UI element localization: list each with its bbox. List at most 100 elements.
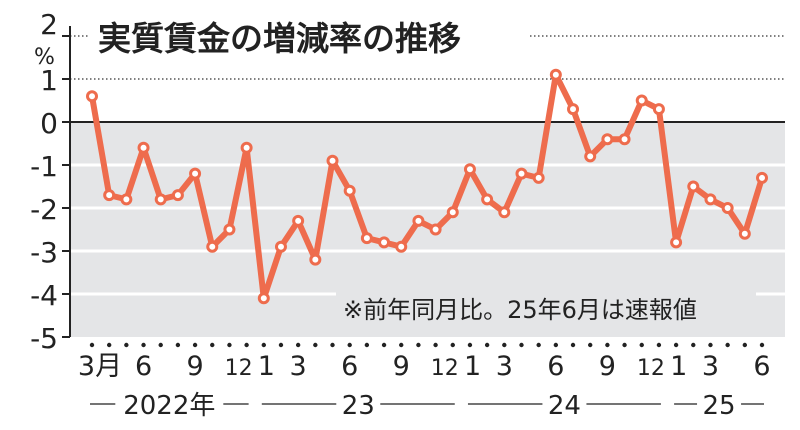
- data-point: [343, 184, 356, 197]
- x-tick-dot: [192, 342, 198, 348]
- y-tick-label: -5: [30, 322, 58, 355]
- x-month-label: 6: [341, 351, 358, 382]
- x-month-label: 9: [599, 351, 616, 382]
- x-tick-dot: [742, 342, 748, 348]
- y-tick-label: 2: [40, 8, 58, 41]
- data-point: [395, 240, 408, 253]
- x-tick-dot: [467, 342, 473, 348]
- series-line: [89, 71, 765, 302]
- x-tick-dot: [553, 342, 559, 348]
- data-point: [738, 227, 751, 240]
- x-year-label: 25: [703, 391, 736, 421]
- x-tick-dot: [622, 342, 627, 348]
- x-tick-dot: [691, 342, 696, 348]
- data-point: [154, 193, 167, 206]
- data-point: [584, 150, 597, 163]
- data-point: [652, 103, 665, 116]
- data-point: [635, 94, 648, 107]
- x-month-label: 1: [670, 351, 687, 382]
- data-point: [360, 232, 373, 245]
- x-month-label: 6: [135, 351, 152, 382]
- data-point: [618, 133, 631, 146]
- y-tick-label: -3: [30, 236, 58, 269]
- x-tick-dot: [708, 342, 713, 348]
- x-tick-dot: [330, 342, 335, 348]
- x-year-label: 24: [548, 391, 581, 421]
- y-tick-label: -1: [30, 150, 58, 183]
- chart-note: ※前年同月比。25年6月は速報値: [343, 296, 697, 324]
- x-tick-dot: [673, 342, 679, 348]
- x-tick-dot: [536, 342, 541, 348]
- chart-title: 実質賃金の増減率の推移: [98, 19, 461, 58]
- x-tick-dot: [570, 342, 576, 348]
- data-point: [601, 133, 614, 146]
- x-tick-dot: [175, 342, 181, 348]
- data-point: [532, 171, 545, 184]
- data-point: [171, 189, 184, 202]
- x-tick-dot: [347, 342, 352, 348]
- x-tick-dot: [227, 342, 232, 348]
- data-point: [103, 189, 116, 202]
- data-point: [137, 141, 150, 154]
- x-year-label: 23: [342, 391, 375, 421]
- x-month-label: 3: [290, 351, 307, 382]
- data-point: [429, 223, 442, 236]
- x-tick-dot: [89, 342, 95, 348]
- data-point: [756, 171, 768, 184]
- x-tick-dot: [588, 342, 593, 348]
- x-tick-dot: [295, 342, 301, 348]
- x-month-label: 12: [431, 356, 459, 381]
- data-point: [463, 163, 476, 176]
- x-tick-dot: [502, 342, 507, 348]
- x-tick-dot: [639, 342, 644, 348]
- data-point: [721, 202, 734, 214]
- data-point: [240, 141, 253, 154]
- x-month-label: 12: [637, 356, 665, 381]
- data-point: [446, 206, 459, 219]
- data-point: [515, 167, 528, 180]
- data-point: [498, 206, 511, 219]
- x-tick-dot: [519, 342, 524, 348]
- data-point: [309, 253, 322, 266]
- x-tick-dot: [605, 342, 610, 348]
- x-tick-dot: [261, 342, 266, 348]
- data-point: [326, 154, 339, 167]
- data-point: [704, 193, 717, 206]
- y-tick-label: -4: [30, 279, 58, 312]
- data-point: [549, 68, 562, 81]
- data-point: [687, 180, 700, 193]
- x-tick-dot: [656, 342, 662, 348]
- data-point: [206, 240, 219, 253]
- x-tick-dot: [141, 342, 146, 348]
- x-tick-dot: [106, 342, 112, 348]
- y-unit-label: %: [34, 45, 55, 70]
- x-tick-dot: [759, 342, 765, 348]
- y-tick-label: -2: [30, 193, 58, 226]
- data-point: [274, 240, 287, 253]
- x-tick-dot: [244, 342, 249, 348]
- data-point: [378, 236, 391, 249]
- x-tick-dot: [158, 342, 163, 348]
- x-tick-dot: [725, 342, 730, 348]
- x-tick-dot: [124, 342, 129, 348]
- data-point: [86, 90, 98, 103]
- x-tick-dot: [278, 342, 284, 348]
- x-tick-dot: [484, 342, 490, 348]
- x-month-label: 6: [753, 351, 770, 382]
- data-point: [257, 292, 270, 305]
- x-tick-dot: [399, 342, 404, 348]
- x-tick-dot: [381, 342, 387, 348]
- x-month-label: 1: [258, 351, 275, 382]
- x-tick-dot: [313, 342, 318, 348]
- x-month-label: 9: [393, 351, 410, 382]
- x-year-label: 2022年: [123, 391, 215, 421]
- x-month-label: 3: [496, 351, 513, 382]
- data-point: [412, 214, 425, 227]
- x-month-label: 12: [225, 356, 253, 381]
- x-month-label: 9: [186, 351, 203, 382]
- x-month-label: 6: [547, 351, 564, 382]
- data-point: [670, 236, 683, 249]
- y-tick-label: 0: [40, 107, 58, 140]
- x-month-label: 3月: [78, 351, 122, 382]
